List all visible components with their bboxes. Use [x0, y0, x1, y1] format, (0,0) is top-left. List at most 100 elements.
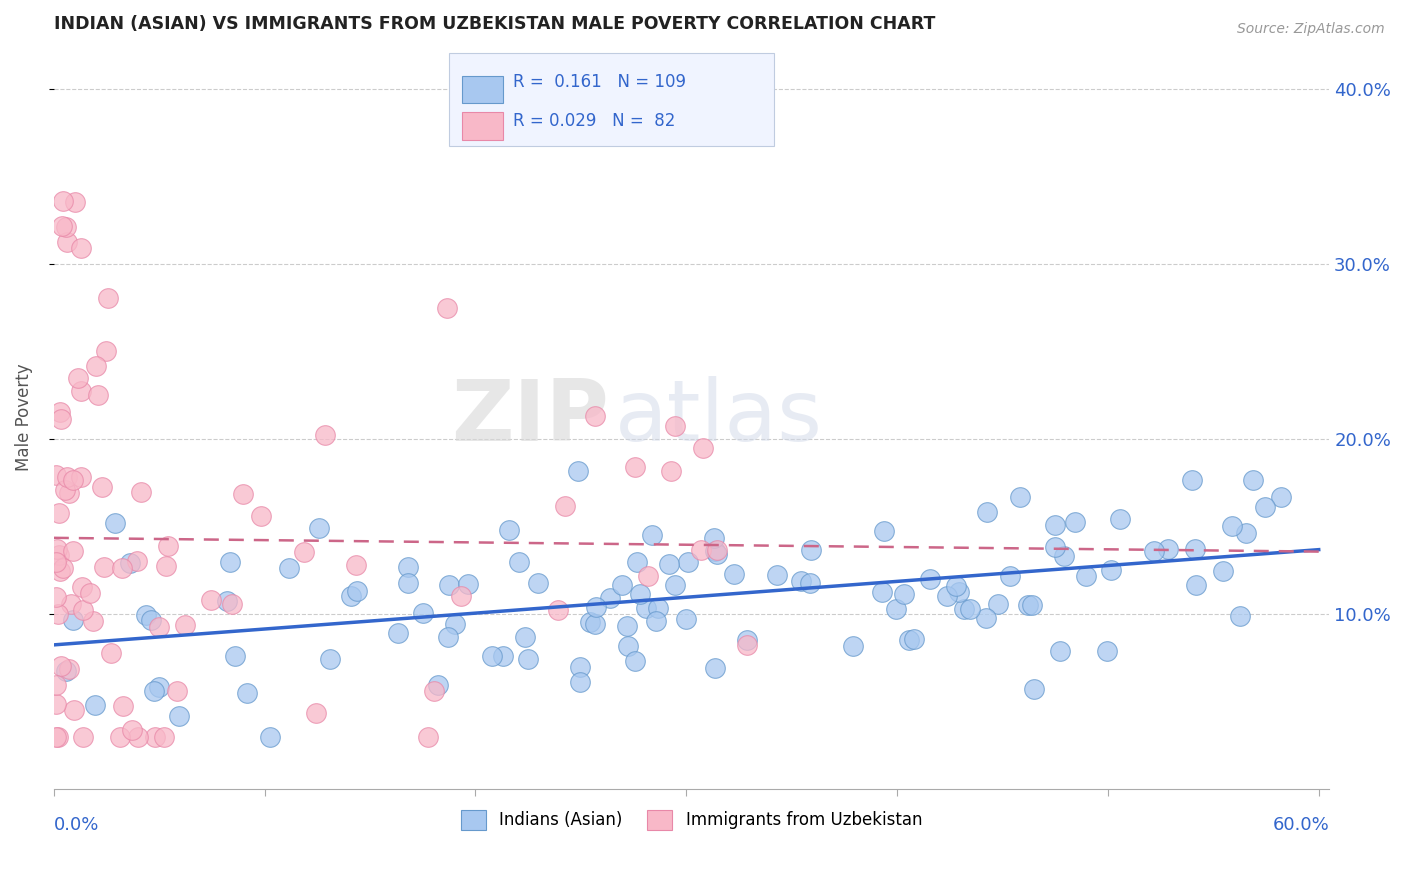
Point [1064, 515, 1087, 529]
Point [689, 543, 711, 558]
Point [45, 678, 67, 692]
Point [69, 384, 91, 399]
Point [236, 686, 259, 700]
Point [127, 730, 149, 744]
Point [436, 301, 458, 315]
Point [569, 674, 592, 689]
Point [62, 614, 84, 628]
Point [174, 618, 197, 632]
Point [56, 470, 79, 484]
Point [62, 703, 84, 717]
Point [547, 603, 569, 617]
Point [217, 594, 239, 608]
Point [344, 558, 367, 573]
Point [583, 409, 606, 424]
Point [63, 194, 86, 209]
Point [49, 564, 72, 578]
Point [200, 593, 222, 607]
Point [58, 662, 80, 676]
Point [46, 730, 69, 744]
Point [974, 610, 997, 624]
Point [676, 555, 699, 569]
Point [120, 556, 142, 570]
Point [953, 602, 976, 616]
Point [498, 523, 520, 537]
Point [148, 620, 170, 634]
Point [704, 544, 727, 558]
Point [70, 580, 93, 594]
Point [637, 569, 659, 583]
Point [1184, 542, 1206, 557]
Point [624, 460, 647, 475]
Point [48, 548, 70, 562]
Point [706, 547, 728, 561]
Point [250, 509, 273, 524]
Point [1049, 644, 1071, 658]
Point [45, 591, 67, 605]
Point [1053, 549, 1076, 563]
Point [79, 586, 101, 600]
Point [959, 601, 981, 615]
Point [104, 516, 127, 530]
Point [723, 566, 745, 581]
Point [387, 626, 409, 640]
Point [457, 577, 479, 591]
Point [616, 619, 638, 633]
Point [221, 597, 243, 611]
Point [800, 543, 823, 558]
Point [84, 698, 107, 712]
Point [167, 709, 190, 723]
Point [664, 419, 686, 434]
Point [143, 684, 166, 698]
Point [232, 487, 254, 501]
Point [314, 428, 336, 442]
Point [1074, 569, 1097, 583]
Point [62, 544, 84, 558]
Point [1108, 512, 1130, 526]
Point [49, 412, 72, 426]
Point [129, 485, 152, 500]
Point [567, 464, 589, 478]
Text: Source: ZipAtlas.com: Source: ZipAtlas.com [1237, 22, 1385, 37]
Point [72, 603, 94, 617]
Point [624, 654, 647, 668]
Point [1010, 491, 1032, 505]
Text: atlas: atlas [614, 376, 823, 459]
Point [97, 291, 120, 305]
Point [554, 499, 576, 513]
Point [1253, 500, 1275, 515]
Point [1142, 544, 1164, 558]
Point [735, 639, 758, 653]
Point [127, 554, 149, 568]
Point [842, 639, 865, 653]
Point [277, 561, 299, 575]
Point [121, 723, 143, 737]
Point [583, 616, 606, 631]
Point [948, 585, 970, 599]
Point [49, 658, 72, 673]
Point [45, 555, 67, 569]
Point [703, 661, 725, 675]
Text: R =  0.161   N = 109: R = 0.161 N = 109 [513, 73, 686, 92]
Point [920, 572, 942, 586]
Point [481, 649, 503, 664]
Point [703, 531, 725, 545]
Point [56, 235, 79, 249]
Point [870, 584, 893, 599]
Point [52, 560, 75, 574]
Point [292, 545, 315, 559]
Point [70, 241, 93, 255]
Point [873, 524, 896, 538]
Point [1212, 564, 1234, 578]
Point [139, 614, 162, 628]
Point [155, 559, 177, 574]
Point [675, 612, 697, 626]
Point [450, 589, 472, 603]
Point [616, 639, 638, 653]
Legend: Indians (Asian), Immigrants from Uzbekistan: Indians (Asian), Immigrants from Uzbekis… [454, 803, 929, 837]
Point [585, 600, 607, 615]
Point [765, 568, 787, 582]
Point [1017, 598, 1039, 612]
Point [148, 680, 170, 694]
Point [987, 597, 1010, 611]
